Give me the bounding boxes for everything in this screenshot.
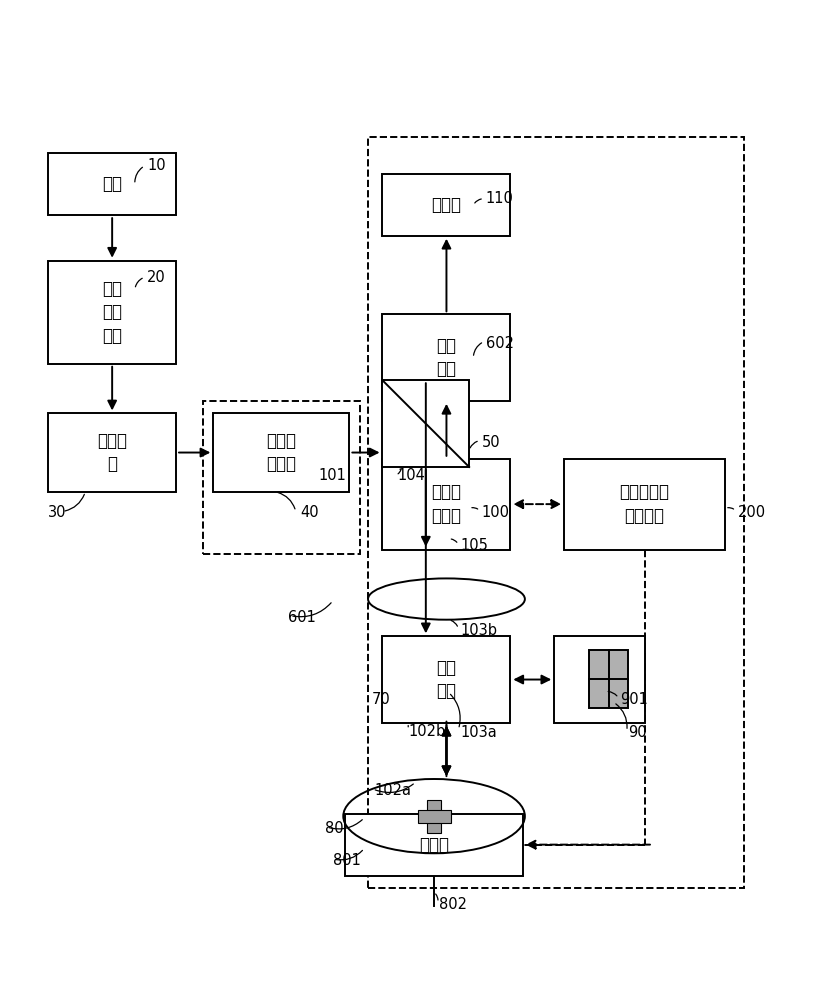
Text: 802: 802 bbox=[439, 897, 467, 912]
FancyArrowPatch shape bbox=[608, 692, 617, 696]
Text: 50: 50 bbox=[481, 435, 500, 450]
FancyArrowPatch shape bbox=[450, 694, 460, 727]
FancyArrowPatch shape bbox=[451, 539, 457, 542]
FancyBboxPatch shape bbox=[382, 314, 510, 401]
Text: 信号处理与
控制单元: 信号处理与 控制单元 bbox=[620, 483, 670, 525]
FancyArrowPatch shape bbox=[398, 470, 401, 474]
FancyArrowPatch shape bbox=[135, 167, 142, 182]
Text: 成像
镜组: 成像 镜组 bbox=[436, 337, 456, 378]
FancyArrowPatch shape bbox=[293, 603, 331, 617]
Text: 80: 80 bbox=[325, 821, 343, 836]
Text: 103a: 103a bbox=[461, 725, 498, 740]
Text: 70: 70 bbox=[371, 692, 391, 707]
Text: 波长
选择
单元: 波长 选择 单元 bbox=[102, 280, 122, 345]
FancyArrowPatch shape bbox=[451, 620, 457, 626]
Text: 601: 601 bbox=[288, 610, 316, 625]
Text: 光源: 光源 bbox=[102, 175, 122, 193]
Text: 101: 101 bbox=[319, 468, 347, 483]
Text: 分光
单元: 分光 单元 bbox=[436, 659, 456, 700]
Text: 40: 40 bbox=[300, 505, 318, 520]
FancyArrowPatch shape bbox=[336, 850, 362, 860]
Text: 102b: 102b bbox=[409, 724, 446, 739]
FancyArrowPatch shape bbox=[474, 343, 482, 355]
FancyArrowPatch shape bbox=[329, 820, 362, 829]
Text: 110: 110 bbox=[485, 191, 514, 206]
Bar bbox=[427, 800, 440, 833]
Text: 30: 30 bbox=[48, 505, 66, 520]
Text: 成像调
节单元: 成像调 节单元 bbox=[431, 483, 461, 525]
Text: 运动台: 运动台 bbox=[419, 836, 449, 854]
Text: 照明镜
组: 照明镜 组 bbox=[97, 432, 127, 473]
Bar bbox=[589, 650, 628, 708]
Text: 20: 20 bbox=[147, 270, 166, 285]
Text: 探测器: 探测器 bbox=[431, 196, 461, 214]
FancyBboxPatch shape bbox=[564, 459, 725, 550]
Text: 10: 10 bbox=[147, 158, 166, 173]
FancyBboxPatch shape bbox=[48, 153, 176, 215]
FancyBboxPatch shape bbox=[382, 636, 510, 723]
FancyArrowPatch shape bbox=[470, 441, 477, 448]
Text: 90: 90 bbox=[628, 725, 647, 740]
FancyBboxPatch shape bbox=[48, 261, 176, 364]
Text: 102a: 102a bbox=[374, 783, 411, 798]
FancyBboxPatch shape bbox=[48, 413, 176, 492]
Text: 100: 100 bbox=[481, 505, 509, 520]
FancyBboxPatch shape bbox=[346, 814, 523, 876]
FancyArrowPatch shape bbox=[616, 704, 627, 728]
Text: 200: 200 bbox=[737, 505, 765, 520]
FancyBboxPatch shape bbox=[214, 413, 350, 492]
Text: 105: 105 bbox=[461, 538, 489, 553]
Bar bbox=[382, 380, 470, 467]
FancyArrowPatch shape bbox=[435, 894, 438, 900]
FancyArrowPatch shape bbox=[278, 492, 295, 509]
Text: 602: 602 bbox=[485, 336, 514, 351]
FancyArrowPatch shape bbox=[472, 508, 478, 509]
FancyBboxPatch shape bbox=[554, 636, 645, 723]
FancyArrowPatch shape bbox=[475, 199, 481, 203]
FancyArrowPatch shape bbox=[65, 494, 85, 511]
FancyBboxPatch shape bbox=[382, 174, 510, 236]
FancyArrowPatch shape bbox=[728, 508, 734, 509]
FancyArrowPatch shape bbox=[135, 278, 142, 287]
Text: 103b: 103b bbox=[461, 623, 498, 638]
FancyBboxPatch shape bbox=[382, 459, 510, 550]
FancyArrowPatch shape bbox=[375, 784, 413, 792]
Text: 801: 801 bbox=[333, 853, 361, 868]
Text: 901: 901 bbox=[620, 692, 648, 707]
Bar bbox=[417, 810, 450, 823]
Text: 104: 104 bbox=[397, 468, 425, 483]
Text: 照明调
节单元: 照明调 节单元 bbox=[267, 432, 297, 473]
